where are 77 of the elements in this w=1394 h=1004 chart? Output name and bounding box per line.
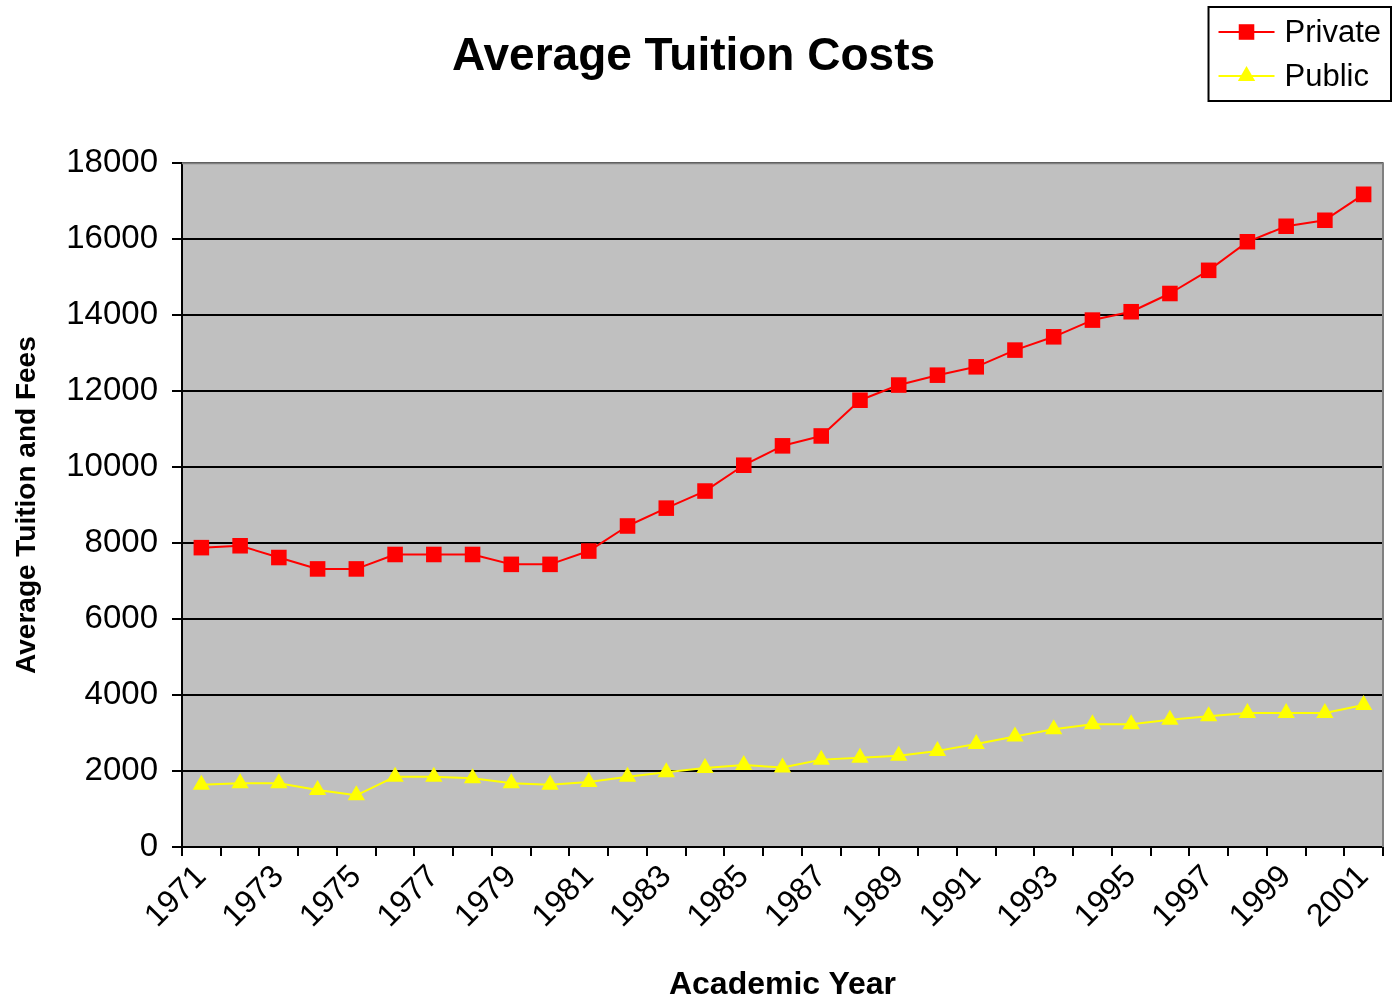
point bbox=[1354, 694, 1373, 710]
legend-label: Private bbox=[1284, 13, 1381, 49]
point bbox=[425, 766, 443, 782]
y-tick-label: 18000 bbox=[66, 142, 158, 180]
point bbox=[541, 774, 559, 790]
point bbox=[232, 537, 248, 554]
point bbox=[658, 500, 675, 516]
point bbox=[1006, 726, 1024, 742]
point bbox=[308, 780, 327, 796]
point bbox=[928, 740, 947, 756]
y-axis-title: Average Tuition and Fees bbox=[9, 336, 41, 674]
point bbox=[774, 438, 791, 454]
point bbox=[1278, 218, 1294, 235]
y-tick-label: 2000 bbox=[84, 750, 158, 788]
point bbox=[657, 762, 675, 778]
point bbox=[542, 556, 558, 573]
x-axis-title: Academic Year bbox=[668, 964, 897, 1001]
point bbox=[1161, 709, 1179, 725]
point bbox=[387, 546, 403, 563]
point bbox=[347, 785, 365, 801]
y-tick-label: 6000 bbox=[84, 598, 158, 636]
point bbox=[1123, 303, 1139, 320]
y-tick-label: 14000 bbox=[66, 294, 158, 332]
point bbox=[773, 757, 792, 773]
point bbox=[426, 546, 442, 563]
point bbox=[1277, 702, 1295, 718]
point bbox=[309, 561, 326, 577]
y-tick-label: 8000 bbox=[84, 522, 158, 560]
point bbox=[503, 556, 520, 573]
chart-title: Average Tuition Costs bbox=[451, 28, 936, 81]
y-tick-label: 4000 bbox=[84, 674, 158, 712]
point bbox=[890, 377, 907, 393]
legend-label: Public bbox=[1284, 57, 1369, 93]
point bbox=[192, 774, 211, 790]
point bbox=[1162, 285, 1178, 302]
point bbox=[735, 457, 752, 473]
point bbox=[193, 539, 210, 556]
point bbox=[813, 428, 830, 444]
point bbox=[851, 747, 869, 763]
point bbox=[386, 766, 404, 782]
point bbox=[619, 518, 636, 534]
point bbox=[464, 546, 481, 563]
point bbox=[1316, 702, 1334, 718]
y-tick-label: 16000 bbox=[66, 218, 158, 256]
y-tick-label: 12000 bbox=[66, 370, 158, 408]
point bbox=[1239, 234, 1256, 250]
point bbox=[618, 766, 637, 782]
point bbox=[1045, 329, 1062, 345]
point bbox=[1200, 262, 1217, 279]
y-tick-label: 10000 bbox=[66, 446, 158, 484]
point bbox=[1083, 714, 1102, 730]
point bbox=[696, 757, 714, 773]
point bbox=[735, 754, 753, 770]
point bbox=[1007, 342, 1023, 358]
point bbox=[463, 768, 482, 784]
point bbox=[502, 773, 520, 789]
point bbox=[1084, 312, 1101, 328]
point bbox=[968, 359, 984, 375]
point bbox=[1200, 706, 1218, 722]
point bbox=[812, 749, 830, 765]
point bbox=[581, 543, 597, 559]
point bbox=[697, 483, 713, 499]
point bbox=[580, 772, 598, 788]
point bbox=[1355, 186, 1372, 203]
point bbox=[852, 392, 868, 409]
point bbox=[1238, 702, 1257, 718]
point bbox=[271, 549, 287, 566]
y-tick-label: 0 bbox=[139, 826, 158, 864]
point bbox=[231, 773, 249, 789]
point bbox=[967, 734, 985, 750]
point bbox=[1045, 719, 1063, 735]
point bbox=[890, 745, 908, 761]
point bbox=[1317, 212, 1333, 228]
point bbox=[929, 367, 946, 383]
point bbox=[270, 773, 288, 789]
point bbox=[1122, 714, 1140, 730]
point bbox=[348, 561, 365, 577]
